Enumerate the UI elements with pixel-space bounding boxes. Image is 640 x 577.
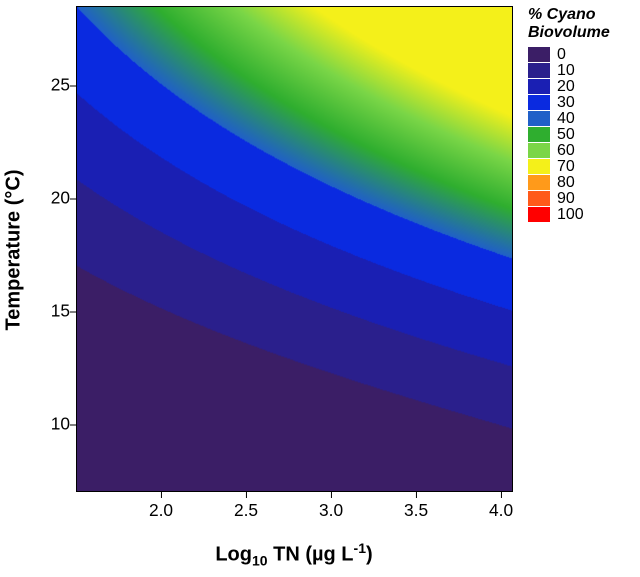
legend-swatch (528, 175, 550, 190)
legend-row: 30 (528, 95, 610, 110)
y-axis-label: Temperature (°C) (3, 170, 26, 331)
legend-row: 70 (528, 159, 610, 174)
legend-swatch (528, 159, 550, 174)
legend-label: 60 (557, 143, 575, 158)
legend-swatch (528, 207, 550, 222)
y-tick: 20 (51, 188, 70, 209)
legend-label: 90 (557, 191, 575, 206)
legend-items: 0102030405060708090100 (528, 47, 610, 222)
heatmap-canvas (77, 7, 512, 491)
x-tick: 3.0 (319, 500, 343, 521)
y-tick: 25 (51, 75, 70, 96)
x-tick: 2.0 (149, 500, 173, 521)
legend-row: 100 (528, 207, 610, 222)
legend-swatch (528, 191, 550, 206)
x-tick: 2.5 (234, 500, 258, 521)
legend-swatch (528, 127, 550, 142)
heatmap-plot (76, 6, 513, 492)
legend-swatch (528, 95, 550, 110)
y-tick: 10 (51, 414, 70, 435)
y-tick: 15 (51, 301, 70, 322)
legend-row: 50 (528, 127, 610, 142)
legend-row: 40 (528, 111, 610, 126)
legend-label: 100 (557, 207, 584, 222)
legend-label: 50 (557, 127, 575, 142)
legend-swatch (528, 111, 550, 126)
legend-swatch (528, 47, 550, 62)
x-tick: 3.5 (404, 500, 428, 521)
legend-label: 80 (557, 175, 575, 190)
legend-row: 80 (528, 175, 610, 190)
legend-label: 30 (557, 95, 575, 110)
legend-label: 20 (557, 79, 575, 94)
legend-label: 10 (557, 63, 575, 78)
legend-swatch (528, 79, 550, 94)
legend-label: 40 (557, 111, 575, 126)
legend: % CyanoBiovolume 0102030405060708090100 (528, 6, 610, 223)
legend-row: 90 (528, 191, 610, 206)
legend-label: 0 (557, 47, 566, 62)
legend-title: % CyanoBiovolume (528, 6, 610, 43)
chart-stage: Temperature (°C) Log10 TN (µg L-1) 10 15 2… (0, 0, 640, 577)
legend-row: 0 (528, 47, 610, 62)
legend-swatch (528, 63, 550, 78)
legend-row: 20 (528, 79, 610, 94)
x-axis-label: Log10 TN (µg L-1) (215, 540, 372, 569)
x-tick: 4.0 (489, 500, 513, 521)
legend-row: 10 (528, 63, 610, 78)
legend-label: 70 (557, 159, 575, 174)
legend-swatch (528, 143, 550, 158)
legend-row: 60 (528, 143, 610, 158)
